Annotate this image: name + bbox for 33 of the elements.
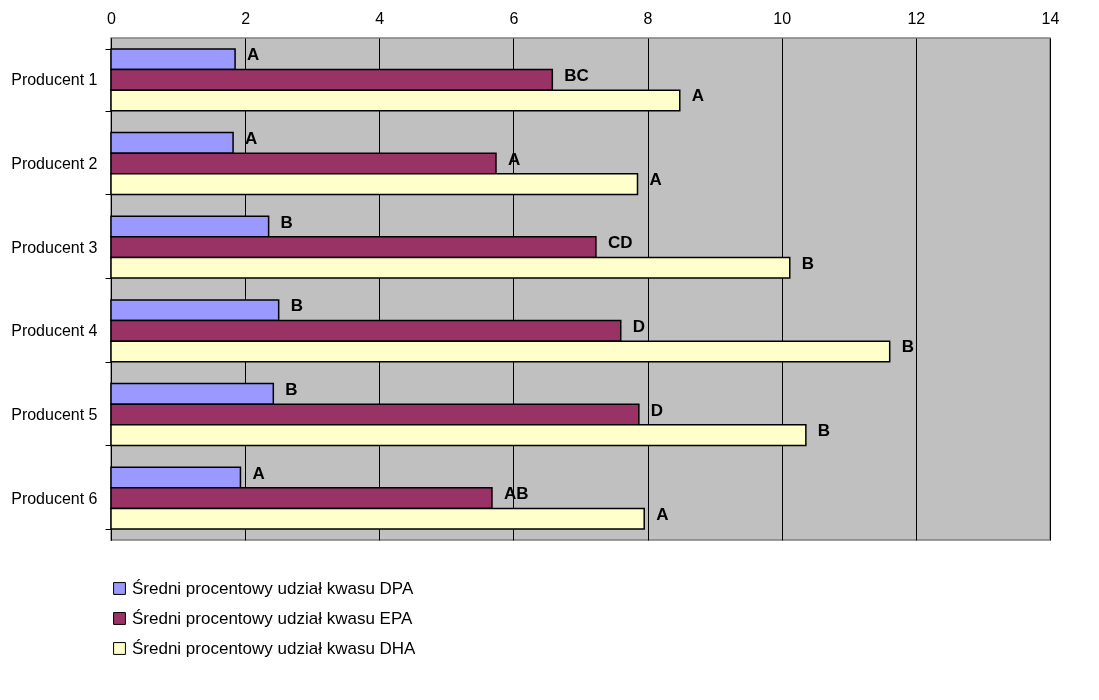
data-label: B: [285, 379, 298, 399]
legend-label: Średni procentowy udział kwasu DHA: [132, 638, 417, 658]
x-tick-label: 10: [773, 9, 792, 27]
y-tick-label: Producent 6: [11, 489, 98, 507]
data-label: BC: [564, 65, 589, 85]
legend-label: Średni procentowy udział kwasu DPA: [132, 578, 414, 598]
data-label: A: [245, 128, 258, 148]
x-tick-label: 0: [107, 9, 117, 27]
data-label: A: [691, 86, 705, 106]
x-tick-label: 14: [1041, 9, 1060, 27]
x-tick-label: 6: [509, 9, 519, 27]
data-label: A: [649, 170, 662, 190]
x-tick-label: 4: [375, 9, 385, 27]
x-tick-label: 2: [241, 9, 251, 27]
data-label: D: [650, 400, 664, 420]
y-tick-label: Producent 3: [11, 238, 98, 256]
data-label: B: [290, 296, 303, 316]
x-tick-label: 8: [643, 9, 653, 27]
y-tick-label: Producent 4: [11, 322, 98, 340]
data-label: CD: [607, 233, 633, 253]
y-tick-label: Producent 5: [11, 406, 98, 423]
data-label: A: [656, 504, 669, 524]
data-label: B: [280, 212, 293, 232]
y-tick-label: Producent 1: [11, 71, 98, 89]
data-label: B: [901, 337, 914, 357]
data-label: A: [252, 463, 265, 483]
data-label: B: [801, 253, 815, 273]
y-tick-label: Producent 2: [11, 155, 98, 172]
x-tick-label: 12: [907, 9, 926, 27]
data-label: A: [247, 45, 260, 65]
legend-label: Średni procentowy udział kwasu EPA: [132, 608, 413, 628]
data-label: B: [817, 421, 831, 441]
data-label: D: [632, 316, 646, 336]
